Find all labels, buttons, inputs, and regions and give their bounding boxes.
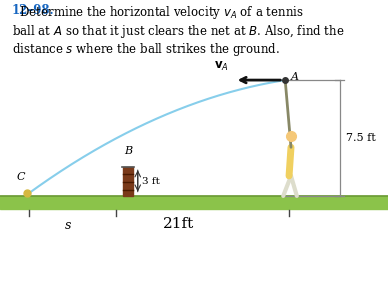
Text: 7.5 ft: 7.5 ft [346, 133, 376, 143]
Text: $\mathbf{v}_A$: $\mathbf{v}_A$ [214, 60, 229, 73]
Bar [123, 167, 133, 196]
Text: ball at $A$ so that it just clears the net at $B$. Also, find the: ball at $A$ so that it just clears the n… [12, 23, 344, 40]
Text: s: s [65, 219, 71, 232]
Text: B: B [124, 146, 132, 156]
Text: distance $s$ where the ball strikes the ground.: distance $s$ where the ball strikes the … [12, 41, 279, 58]
Text: 3 ft: 3 ft [142, 177, 159, 186]
Text: C: C [17, 172, 25, 182]
Text: Determine the horizontal velocity $v_A$ of a tennis: Determine the horizontal velocity $v_A$ … [12, 4, 303, 21]
Text: 12–98.: 12–98. [12, 4, 54, 17]
Text: 21ft: 21ft [163, 217, 194, 231]
Text: A: A [291, 72, 299, 82]
Bar [0, 196, 388, 209]
